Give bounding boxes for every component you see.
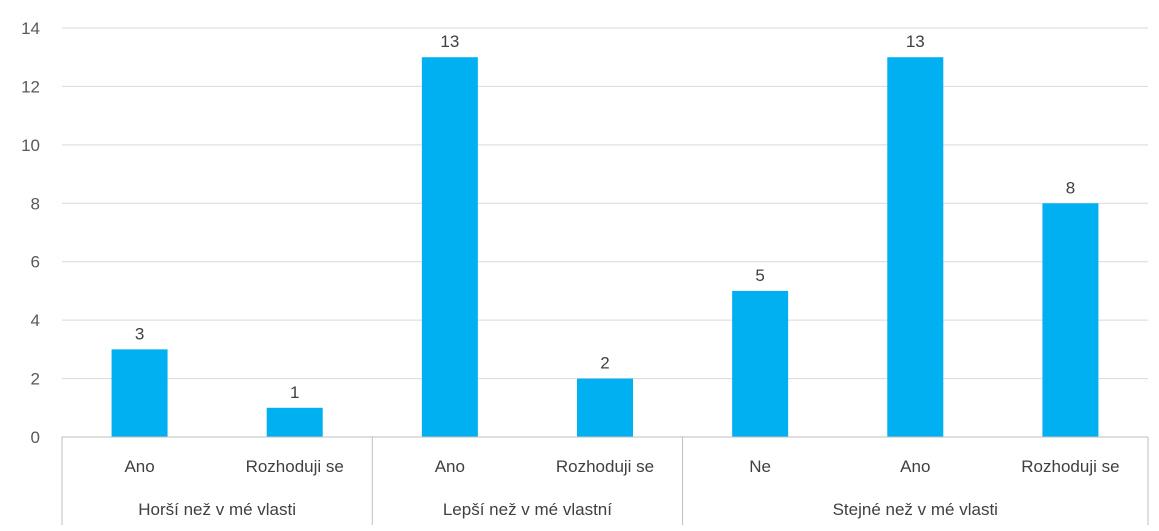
y-axis-ticks: 0 2 4 6 8 10 12 14 bbox=[21, 19, 40, 447]
data-label: 2 bbox=[600, 354, 609, 373]
y-tick-label: 12 bbox=[21, 77, 40, 96]
y-tick-label: 4 bbox=[31, 311, 40, 330]
y-tick-label: 8 bbox=[31, 194, 40, 213]
y-tick-label: 0 bbox=[31, 428, 40, 447]
group-label: Lepší než v mé vlastní bbox=[443, 500, 612, 519]
data-label: 5 bbox=[755, 266, 764, 285]
bar bbox=[732, 290, 789, 437]
category-label: Ano bbox=[435, 457, 465, 476]
category-label: Ne bbox=[749, 457, 771, 476]
bar bbox=[421, 57, 478, 437]
bar bbox=[887, 57, 944, 437]
bar bbox=[1042, 203, 1099, 437]
category-label: Rozhoduji se bbox=[556, 457, 654, 476]
y-tick-label: 2 bbox=[31, 370, 40, 389]
gridlines bbox=[62, 27, 1148, 380]
data-label: 13 bbox=[906, 32, 925, 51]
bar bbox=[266, 407, 323, 437]
y-tick-label: 14 bbox=[21, 19, 40, 38]
data-label: 8 bbox=[1066, 178, 1075, 197]
data-label: 13 bbox=[440, 32, 459, 51]
group-label: Horší než v mé vlasti bbox=[138, 500, 296, 519]
category-label: Ano bbox=[124, 457, 154, 476]
category-label: Ano bbox=[900, 457, 930, 476]
bar bbox=[577, 378, 633, 437]
category-label: Rozhoduji se bbox=[1021, 457, 1119, 476]
category-label: Rozhoduji se bbox=[246, 457, 344, 476]
x-axis: Ano Rozhoduji se Horší než v mé vlasti Ano R… bbox=[61, 436, 1149, 525]
y-tick-label: 10 bbox=[21, 136, 40, 155]
group-label: Stejné než v mé vlasti bbox=[833, 500, 998, 519]
y-tick-label: 6 bbox=[31, 253, 40, 272]
bars bbox=[111, 57, 1099, 437]
bar bbox=[111, 349, 168, 437]
data-label: 1 bbox=[290, 383, 299, 402]
data-label: 3 bbox=[135, 324, 144, 343]
